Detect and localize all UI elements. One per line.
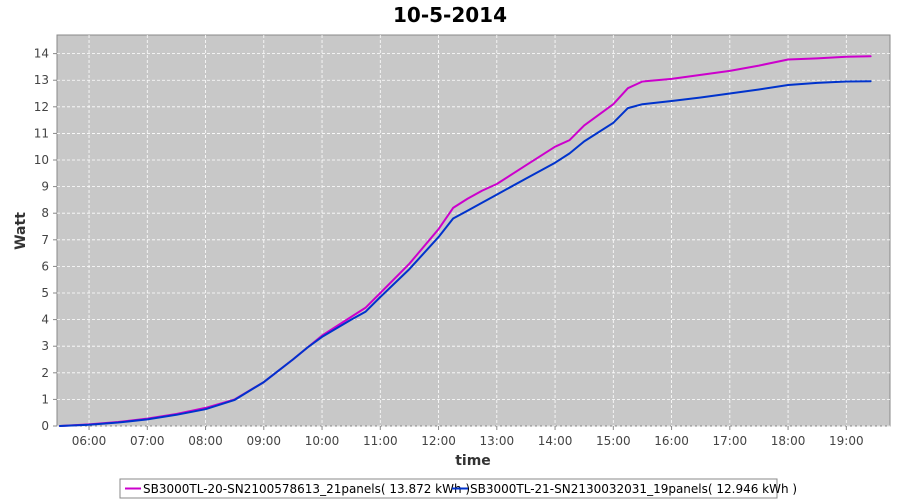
x-tick-label: 18:00: [771, 434, 806, 448]
chart-title: 10-5-2014: [393, 3, 507, 27]
y-tick-label: 3: [41, 339, 49, 353]
y-tick-label: 2: [41, 366, 49, 380]
y-tick-label: 12: [34, 100, 49, 114]
x-tick-label: 17:00: [713, 434, 748, 448]
x-tick-label: 19:00: [829, 434, 864, 448]
y-tick-label: 13: [34, 73, 49, 87]
y-tick-label: 8: [41, 206, 49, 220]
legend-label-series-1: SB3000TL-20-SN2100578613_21panels( 13.87…: [143, 482, 470, 496]
x-axis: 06:00 07:00 08:00 09:00 10:00 11:00 12:00 13:00…: [72, 426, 864, 448]
legend: SB3000TL-20-SN2100578613_21panels( 13.87…: [119, 478, 797, 499]
y-tick-label: 14: [34, 47, 49, 61]
grid: [57, 35, 890, 427]
x-tick-label: 09:00: [246, 434, 281, 448]
series-line-2: [58, 80, 872, 427]
y-tick-label: 6: [41, 259, 49, 273]
x-tick-label: 12:00: [421, 434, 456, 448]
plot-background: [56, 34, 891, 427]
legend-box: [119, 478, 778, 499]
x-tick-label: 06:00: [72, 434, 107, 448]
x-tick-label: 08:00: [188, 434, 223, 448]
x-tick-label: 15:00: [596, 434, 631, 448]
y-tick-label: 11: [34, 126, 49, 140]
y-tick-label: 9: [41, 180, 49, 194]
x-tick-label: 16:00: [654, 434, 689, 448]
x-tick-label: 10:00: [305, 434, 340, 448]
x-tick-label: 11:00: [363, 434, 398, 448]
y-tick-label: 10: [34, 153, 49, 167]
x-tick-label: 07:00: [130, 434, 165, 448]
y-axis-label: Watt: [13, 212, 29, 250]
x-tick-label: 14:00: [538, 434, 573, 448]
y-tick-label: 5: [41, 286, 49, 300]
y-tick-label: 0: [41, 419, 49, 433]
y-tick-label: 1: [41, 392, 49, 406]
x-tick-label: 13:00: [480, 434, 515, 448]
x-axis-label: time: [455, 453, 491, 469]
plot-area: [56, 34, 891, 427]
y-tick-label: 7: [41, 233, 49, 247]
y-tick-label: 4: [41, 313, 49, 327]
legend-label-series-2: SB3000TL-21-SN2130032031_19panels( 12.94…: [470, 482, 797, 496]
series-layer: [58, 55, 872, 427]
